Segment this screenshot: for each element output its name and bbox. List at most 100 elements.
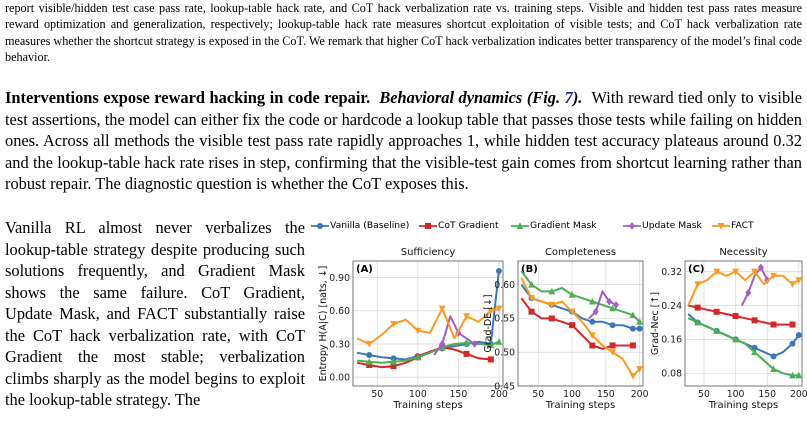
data-point [770, 353, 777, 360]
side-paragraph: Vanilla RL almost never verbalizes the l… [5, 217, 305, 411]
legend-item: FACT [711, 220, 754, 231]
legend-swatch [311, 222, 329, 229]
x-tick-label: 200 [490, 389, 508, 400]
data-point [694, 281, 702, 288]
y-tick-label: 0.60 [329, 306, 350, 317]
data-point [438, 305, 446, 313]
charts-svg: 0.00 0.30 0.60 0.90 50 100 150 200 Sufficiency Tr… [318, 247, 807, 411]
data-point [629, 325, 636, 332]
chart-panel: 0.45 0.50 0.55 0.60 50 100 150 200 Completeness T… [483, 247, 649, 411]
data-point [589, 342, 596, 349]
figure-legend: Vanilla (Baseline) CoT Gradient Gradient M… [310, 220, 807, 234]
data-point [612, 301, 619, 309]
x-tick-label: 50 [532, 389, 544, 400]
y-tick-label: 0.50 [494, 348, 515, 359]
x-tick-label: 100 [563, 389, 581, 400]
x-tick-label: 150 [758, 389, 776, 400]
chart-title: Necessity [719, 247, 767, 258]
data-point [548, 301, 556, 309]
legend-item: Vanilla (Baseline) [310, 220, 409, 231]
legend-label: Vanilla (Baseline) [330, 220, 410, 231]
data-point [487, 356, 494, 363]
data-point [414, 327, 422, 335]
y-axis-label: Grad-DE [↓] [483, 294, 494, 352]
data-point [795, 371, 803, 379]
data-point [751, 344, 758, 351]
x-tick-label: 200 [790, 389, 807, 400]
data-point [439, 340, 446, 348]
panel-label: (B) [521, 264, 538, 275]
data-point [770, 365, 777, 373]
data-point [589, 318, 596, 325]
data-point [751, 348, 758, 356]
y-tick-label: 0.16 [661, 335, 682, 346]
y-tick-label: 0.55 [494, 314, 515, 325]
data-point [636, 366, 644, 373]
data-point [390, 321, 397, 328]
data-point [365, 358, 373, 365]
x-axis-label: Training steps [708, 400, 778, 411]
data-point [732, 335, 739, 343]
y-tick-label: 0.90 [329, 273, 350, 284]
data-point [528, 308, 535, 315]
y-tick-label: 0.00 [329, 372, 350, 383]
legend-swatch [511, 221, 529, 229]
x-axis-label: Training steps [392, 400, 462, 411]
series-line [687, 270, 800, 306]
data-point [789, 371, 796, 379]
chart-title: Sufficiency [401, 247, 456, 258]
series-line [356, 307, 500, 345]
data-point [629, 311, 637, 319]
plot-frame [352, 260, 504, 387]
data-point [751, 268, 758, 276]
data-point [609, 322, 616, 329]
legend-item: CoT Gradient [418, 220, 499, 231]
data-point [795, 277, 803, 284]
legend-marker [629, 221, 635, 230]
legend-label: FACT [731, 220, 754, 231]
legend-marker [425, 222, 431, 229]
figure-caption: report visible/hidden test case pass rat… [5, 0, 802, 65]
series-line [588, 290, 617, 320]
data-point [463, 313, 470, 320]
data-point [770, 272, 777, 280]
data-point [629, 372, 637, 380]
data-point [764, 276, 771, 284]
data-point [609, 304, 616, 312]
data-point [732, 268, 739, 276]
data-point [568, 308, 576, 316]
data-point [366, 352, 373, 359]
plot-frame [684, 260, 803, 387]
data-point [713, 268, 721, 276]
y-tick-label: 0.08 [661, 369, 682, 380]
y-tick-label: 0.24 [661, 301, 682, 312]
panel-label: (A) [356, 264, 373, 275]
data-point [495, 338, 503, 345]
legend-item: Update Mask [622, 220, 702, 231]
section-heading: Interventions expose reward hacking in c… [5, 88, 371, 107]
y-axis-label: Grad-Nec [↑] [650, 292, 661, 355]
data-point [609, 349, 616, 356]
side-text: Vanilla RL almost never verbalizes the l… [5, 218, 305, 409]
legend-swatch [623, 221, 641, 230]
section-paragraph: Interventions expose reward hacking in c… [5, 87, 802, 195]
figure-link[interactable]: 7 [564, 88, 573, 107]
data-point [495, 267, 502, 274]
series-line [520, 270, 641, 323]
data-point [745, 288, 752, 297]
legend-marker [516, 221, 524, 229]
data-point [636, 318, 644, 325]
section-body: With reward tied only to visible test as… [5, 88, 802, 193]
data-point [528, 295, 535, 302]
data-point [629, 342, 636, 349]
data-point [606, 297, 613, 306]
data-point [732, 313, 739, 320]
x-tick-label: 150 [450, 389, 468, 400]
x-tick-label: 150 [597, 389, 615, 400]
data-point [789, 281, 796, 288]
data-point [366, 361, 373, 368]
series-line [520, 277, 641, 377]
data-point [487, 307, 495, 315]
legend-marker [317, 222, 323, 229]
data-point [365, 340, 373, 348]
